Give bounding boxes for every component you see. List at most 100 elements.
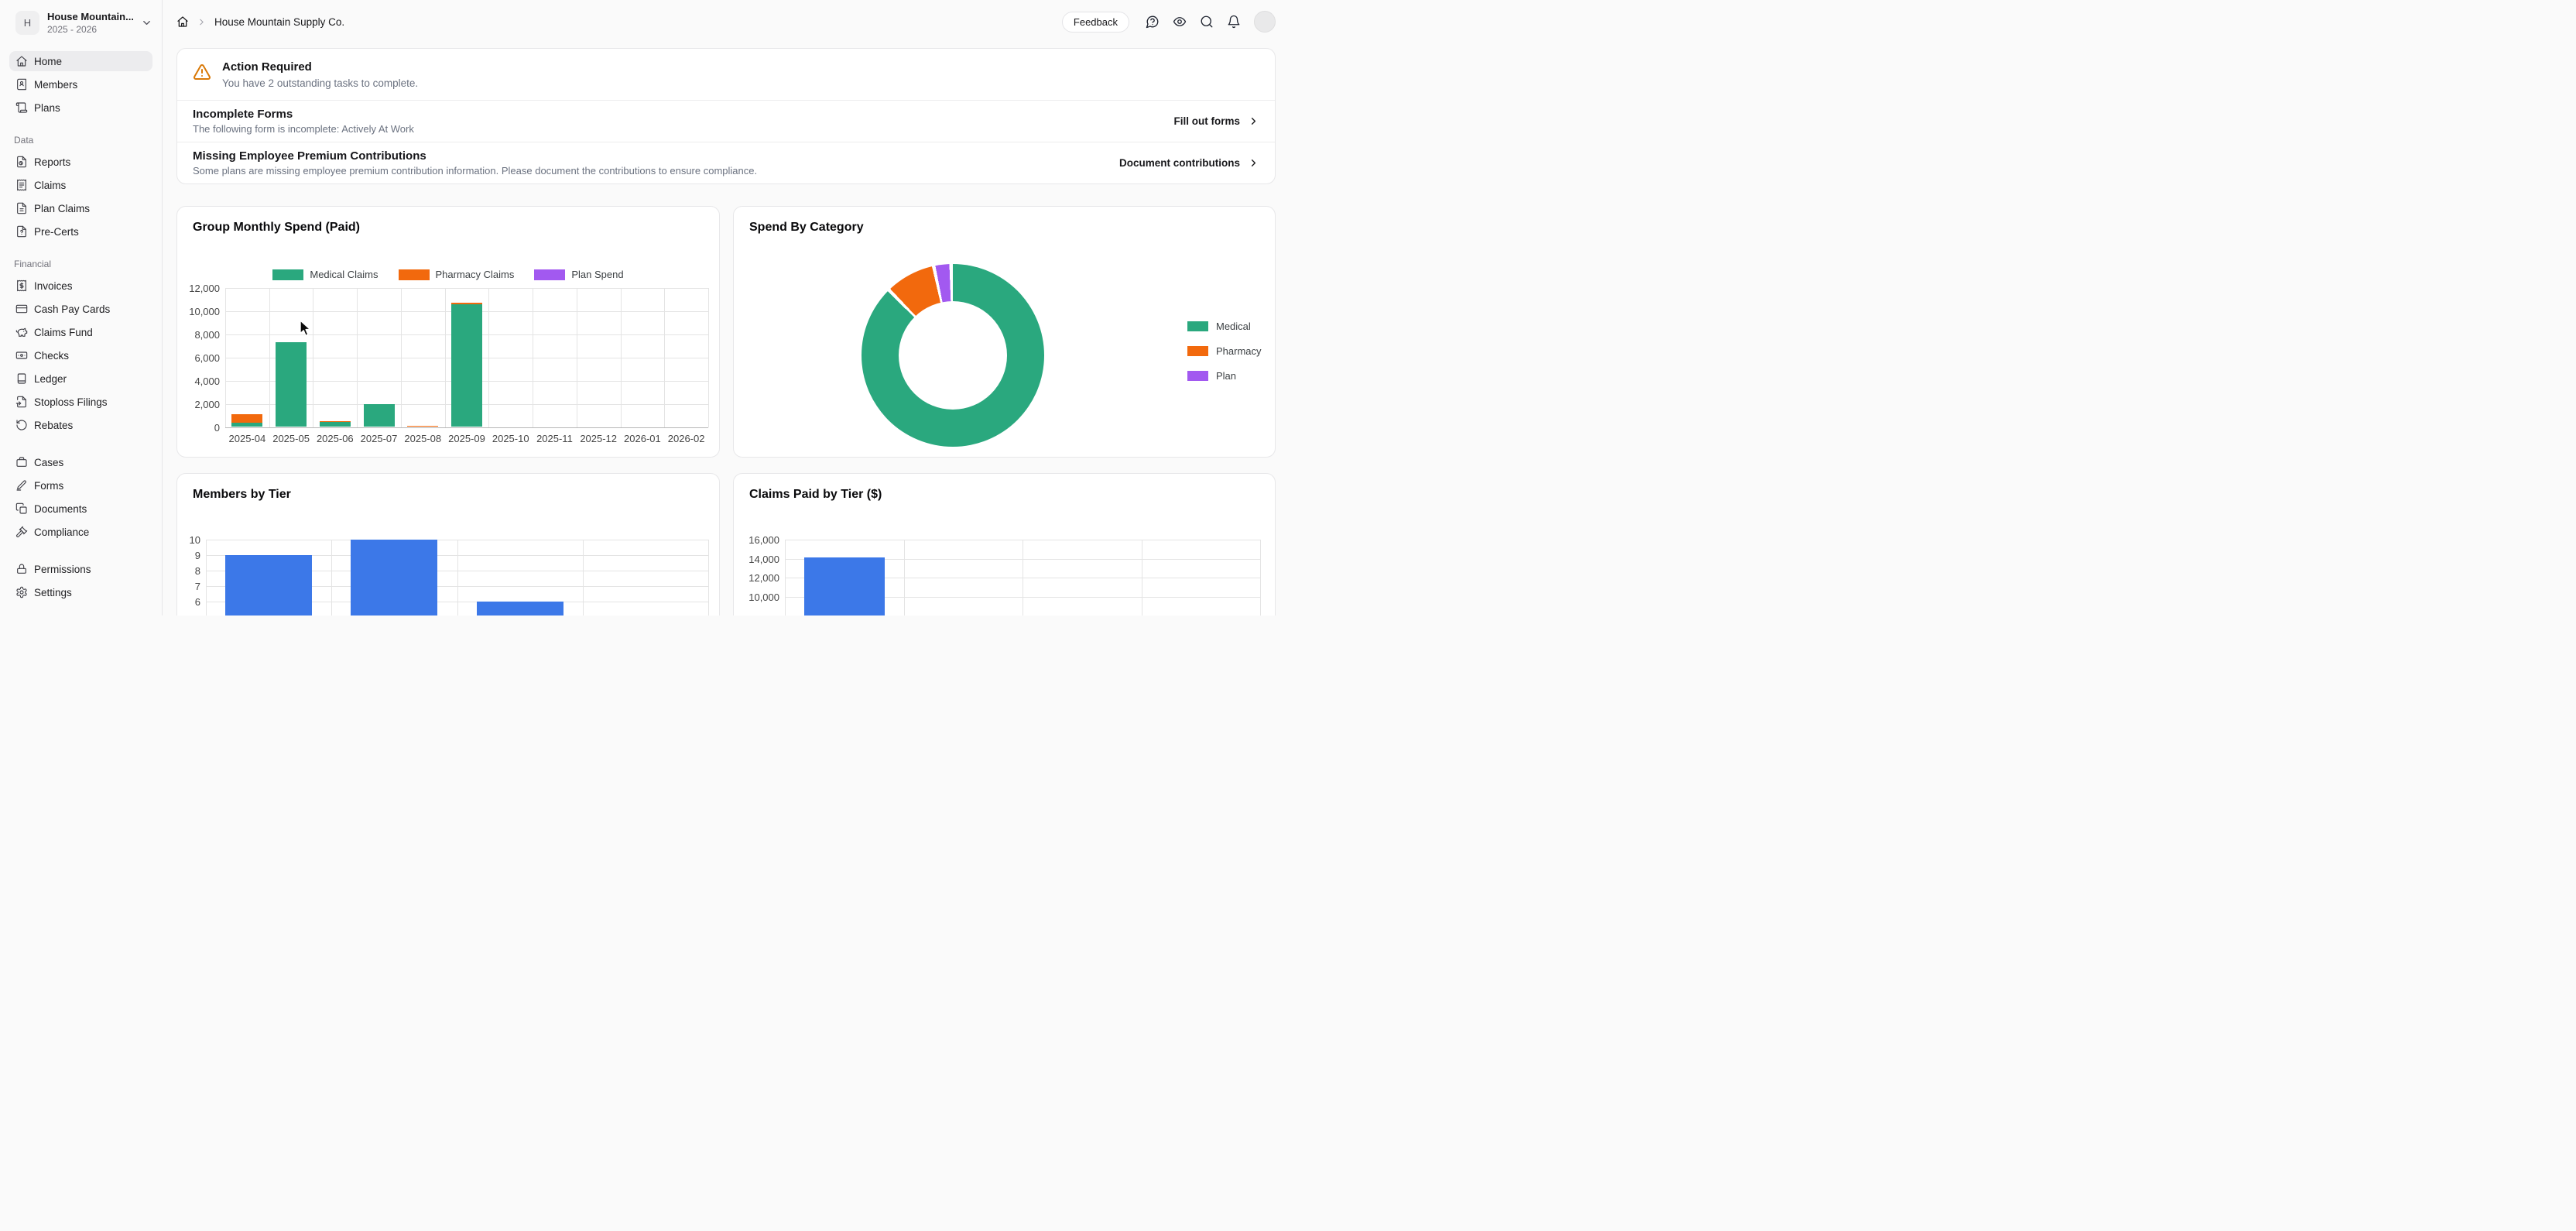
invoices-icon (17, 279, 26, 292)
gridline (1260, 540, 1261, 616)
documents-icon (15, 502, 27, 514)
sidebar-item-compliance[interactable]: Compliance (9, 522, 152, 542)
cases-icon (16, 457, 27, 467)
y-tick-label: 16,000 (748, 534, 779, 546)
y-tick-label: 8,000 (194, 328, 220, 341)
x-tick-label: 2026-02 (667, 432, 705, 444)
legend-label: Medical Claims (310, 269, 379, 280)
sidebar-item-cases[interactable]: Cases (9, 452, 152, 472)
legend-swatch (534, 269, 566, 280)
bar-tier-1 (225, 555, 313, 616)
sidebar-item-label: Home (34, 55, 63, 67)
y-tick-label: 10 (189, 534, 200, 546)
sidebar: H House Mountain... 2025 - 2026 Home Memb… (0, 0, 163, 616)
fill-out-forms-action[interactable]: Fill out forms (1174, 115, 1260, 127)
sidebar-item-documents[interactable]: Documents (9, 499, 152, 519)
bar-medical-claims-2025-04 (231, 423, 263, 427)
sidebar-item-ledger[interactable]: Ledger (9, 369, 152, 389)
home-icon (177, 16, 188, 27)
sidebar-item-rebates[interactable]: Rebates (9, 415, 152, 435)
gridline (225, 288, 708, 289)
sidebar-item-label: Pre-Certs (34, 225, 79, 238)
rebates-icon (16, 420, 27, 430)
legend-label: Pharmacy Claims (435, 269, 515, 280)
sidebar-item-label: Compliance (34, 526, 90, 538)
sidebar-item-pre-certs[interactable]: Pre-Certs (9, 221, 152, 242)
bar-tier-2 (351, 540, 438, 616)
compliance-icon (16, 526, 28, 537)
sidebar-item-invoices[interactable]: Invoices (9, 276, 152, 296)
x-tick-label: 2025-06 (316, 432, 354, 444)
sidebar-item-claims-fund[interactable]: Claims Fund (9, 322, 152, 342)
spend-by-category-card: Spend By Category Medical Pharmacy Plan (733, 206, 1276, 458)
notifications-button[interactable] (1227, 15, 1241, 29)
sidebar-item-label: Forms (34, 479, 64, 492)
x-tick-label: 2025-05 (272, 432, 310, 444)
sidebar-item-label: Ledger (34, 372, 67, 385)
sidebar-item-cash-pay-cards[interactable]: Cash Pay Cards (9, 299, 152, 319)
chevron-right-icon (200, 19, 204, 25)
y-tick-label: 2,000 (194, 398, 220, 410)
org-switcher[interactable]: H House Mountain... 2025 - 2026 (0, 11, 162, 35)
legend-label: Medical (1216, 321, 1251, 332)
bar-pharmacy-claims-2025-08 (407, 426, 439, 427)
y-tick-label: 12,000 (189, 283, 220, 294)
y-tick-label: 14,000 (748, 553, 779, 565)
alert-subtitle: You have 2 outstanding tasks to complete… (222, 77, 419, 89)
claims-paid-by-tier-card: Claims Paid by Tier ($) 16,000 14,000 12,0… (733, 473, 1276, 616)
cash-pay-cards-icon (15, 304, 28, 314)
top-actions: Feedback (1061, 11, 1276, 33)
document-contributions-action[interactable]: Document contributions (1119, 157, 1259, 169)
y-tick-label: 4,000 (194, 375, 220, 387)
dashboard-page: { "sidebar": { "org": { "initial": "H", … (0, 0, 1288, 616)
x-tick-label: 2025-08 (404, 432, 442, 444)
legend-item-pharmacy-claims: Pharmacy Claims (398, 269, 515, 280)
preview-button[interactable] (1173, 15, 1187, 29)
donut-chart (862, 264, 1044, 447)
sidebar-item-forms[interactable]: Forms (9, 475, 152, 495)
legend-swatch (398, 269, 430, 280)
sidebar-item-stoploss-filings[interactable]: Stoploss Filings (9, 392, 152, 412)
chart-title: Group Monthly Spend (Paid) (193, 221, 360, 234)
sidebar-item-settings[interactable]: Settings (9, 582, 152, 602)
sidebar-item-plan-claims[interactable]: Plan Claims (9, 198, 152, 218)
sidebar-item-checks[interactable]: Checks (9, 345, 152, 365)
org-avatar: H (15, 11, 39, 35)
permissions-icon (17, 564, 26, 574)
reports-icon (17, 156, 26, 168)
legend-swatch (1187, 346, 1208, 356)
checks-icon (15, 351, 28, 359)
y-tick-label: 7 (194, 581, 200, 593)
alert-header: Action Required You have 2 outstanding t… (177, 49, 1275, 100)
sidebar-item-plans[interactable]: Plans (9, 98, 152, 118)
sidebar-item-label: Invoices (34, 279, 73, 292)
content: Action Required You have 2 outstanding t… (163, 43, 1288, 616)
gridline (708, 288, 709, 427)
sidebar-item-home[interactable]: Home (9, 51, 152, 71)
org-name: House Mountain... (47, 11, 133, 22)
nav-divider-gap (0, 545, 162, 559)
gridline (457, 540, 458, 616)
sidebar-item-reports[interactable]: Reports (9, 152, 152, 172)
top-bar: House Mountain Supply Co. Feedback (163, 0, 1288, 43)
sidebar-item-members[interactable]: Members (9, 74, 152, 94)
feedback-button[interactable]: Feedback (1061, 11, 1129, 33)
gridline (400, 288, 402, 427)
ledger-icon (17, 373, 26, 384)
user-avatar[interactable] (1254, 11, 1276, 33)
claims-icon (17, 179, 26, 191)
x-tick-label: 2025-04 (228, 432, 266, 444)
y-tick-label: 10,000 (189, 305, 220, 317)
sidebar-item-label: Cases (34, 456, 64, 468)
sidebar-item-claims[interactable]: Claims (9, 175, 152, 195)
sidebar-item-label: Plans (34, 101, 60, 114)
sidebar-item-permissions[interactable]: Permissions (9, 559, 152, 579)
search-icon (1201, 15, 1213, 28)
search-button[interactable] (1200, 15, 1214, 29)
help-button[interactable] (1146, 15, 1160, 29)
sidebar-item-label: Plan Claims (34, 202, 91, 214)
nav-section-label-financial: Financial (14, 259, 52, 269)
chevron-right-icon (1251, 159, 1256, 166)
legend-item-pharmacy: Pharmacy (1187, 345, 1262, 357)
breadcrumb-home-button[interactable] (176, 15, 189, 28)
